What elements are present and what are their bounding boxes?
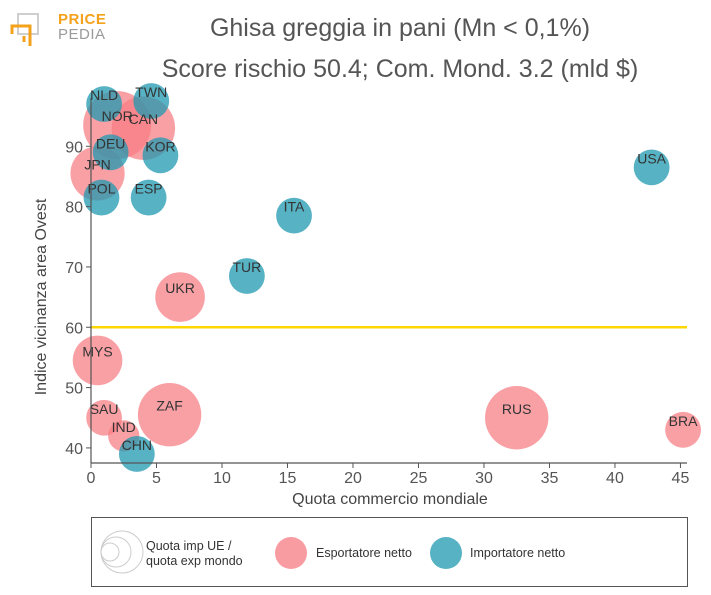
x-tick-label: 5 — [152, 470, 161, 487]
x-axis-label: Quota commercio mondiale — [292, 491, 488, 508]
y-tick-label: 80 — [65, 200, 83, 217]
point-label-ita: ITA — [284, 199, 305, 215]
size-legend-label: Quota imp UE / quota exp mondo — [146, 539, 243, 569]
x-tick-label: 0 — [87, 470, 96, 487]
point-label-jpn: JPN — [84, 156, 110, 172]
bubble-esp — [130, 179, 167, 216]
x-tick-label: 20 — [344, 470, 362, 487]
y-tick-label: 90 — [65, 139, 83, 156]
point-label-twn: TWN — [135, 84, 167, 100]
bubble-deu — [92, 134, 129, 171]
bubble-nld — [86, 86, 122, 122]
legend: Quota imp UE / quota exp mondo Esportato… — [91, 517, 688, 587]
point-label-usa: USA — [637, 150, 666, 166]
x-tick-label: 45 — [672, 470, 690, 487]
bubble-twn — [133, 83, 170, 119]
point-label-nld: NLD — [90, 87, 118, 103]
y-tick-label: 60 — [65, 320, 83, 337]
point-label-rus: RUS — [502, 401, 532, 417]
bubble-kor — [142, 137, 179, 174]
x-tick-label: 10 — [213, 470, 231, 487]
point-label-esp: ESP — [135, 181, 163, 197]
bubble-rus — [485, 386, 549, 450]
point-label-chn: CHN — [122, 437, 152, 453]
logo-text-top: PRICE — [58, 11, 107, 28]
axes-layer: 0 5 10 15 20 25 30 35 40 45 40 50 60 70 80 90 — [65, 98, 689, 487]
x-tick-label: 30 — [475, 470, 493, 487]
logo-icon — [10, 13, 39, 46]
bubble-usa — [633, 149, 670, 186]
bubble-bra — [665, 411, 701, 448]
exporter-legend-label: Esportatore netto — [316, 546, 412, 560]
point-label-can: CAN — [129, 111, 159, 127]
point-label-bra: BRA — [669, 413, 698, 429]
logo-text-bottom: PEDIA — [58, 26, 106, 43]
bubble-pol — [83, 179, 120, 216]
size-legend-icon — [100, 530, 144, 574]
bubble-zaf — [137, 383, 202, 447]
importer-legend-label: Importatore netto — [470, 546, 566, 560]
bubble-ita — [276, 197, 312, 234]
chart-title: Ghisa greggia in pani (Mn < 0,1%) — [209, 14, 591, 42]
point-label-tur: TUR — [232, 259, 261, 275]
bubble-mys — [72, 335, 123, 386]
x-tick-label: 40 — [606, 470, 624, 487]
importer-legend-marker — [430, 537, 462, 569]
y-axis-label: Indice vicinanza area Ovest — [33, 198, 50, 395]
size-legend-label-line1: Quota imp UE / — [146, 539, 232, 553]
point-label-zaf: ZAF — [156, 398, 182, 414]
size-legend-label-line2: quota exp mondo — [146, 554, 243, 568]
y-tick-label: 40 — [65, 441, 83, 458]
bubble-tur — [228, 258, 265, 294]
pricepedia-logo: PRICE PEDIA — [10, 12, 106, 52]
point-label-ind: IND — [112, 419, 136, 435]
x-tick-label: 35 — [541, 470, 559, 487]
point-label-nor: NOR — [102, 108, 133, 124]
point-label-kor: KOR — [145, 138, 175, 154]
point-label-deu: DEU — [96, 135, 126, 151]
point-label-ukr: UKR — [165, 280, 195, 296]
x-tick-label: 15 — [279, 470, 297, 487]
point-label-pol: POL — [87, 181, 115, 197]
point-label-mys: MYS — [82, 343, 112, 359]
point-label-sau: SAU — [90, 401, 119, 417]
y-tick-label: 50 — [65, 381, 83, 398]
exporter-legend-marker — [275, 537, 307, 569]
x-tick-label: 25 — [410, 470, 428, 487]
chart-subtitle: Score rischio 50.4; Com. Mond. 3.2 (mld … — [161, 55, 639, 83]
y-tick-label: 70 — [65, 260, 83, 277]
bubble-ukr — [155, 272, 205, 322]
